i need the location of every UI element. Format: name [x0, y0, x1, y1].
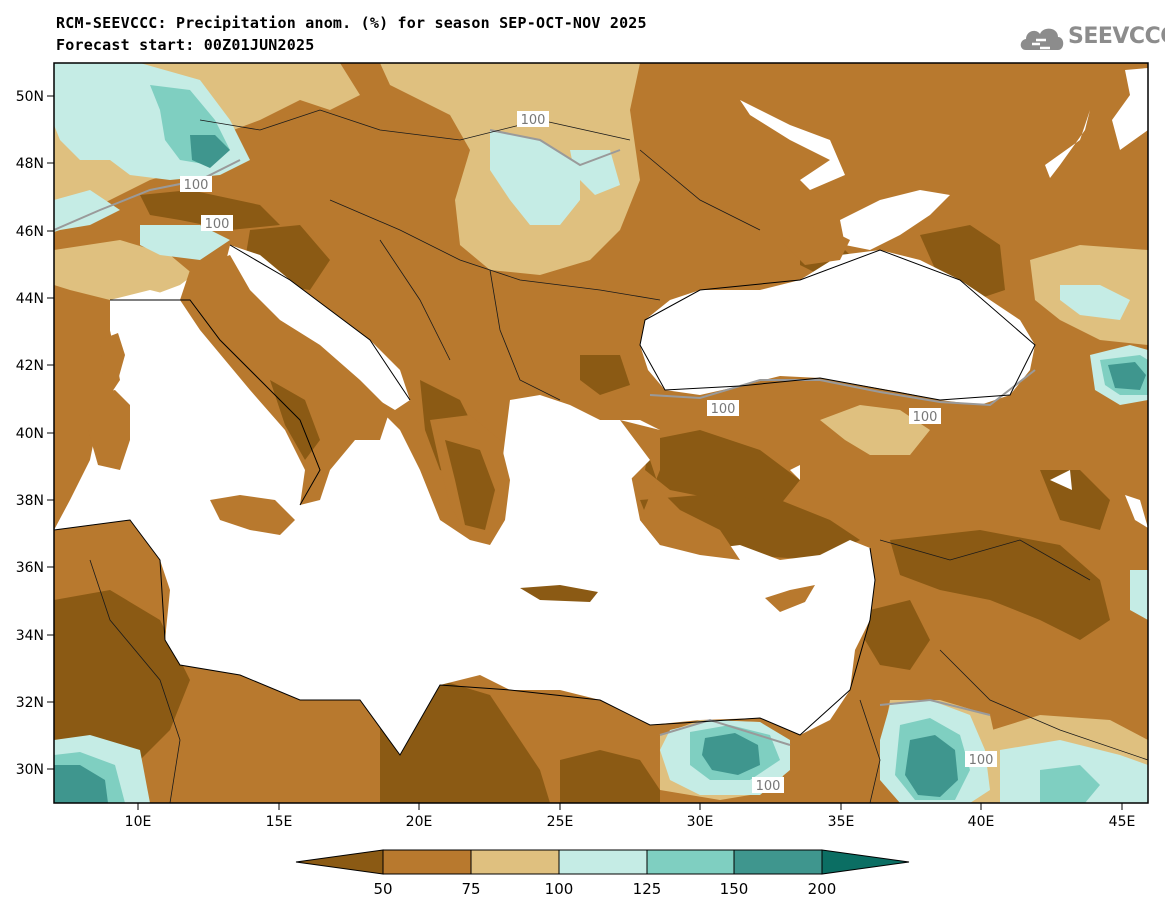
lon-tick: 40E [968, 814, 995, 830]
contour-label: 100 [711, 402, 736, 417]
colorbar-labels: 50 75 100 125 150 200 [373, 880, 836, 898]
anatolia-west [620, 420, 740, 560]
longitude-axis [137, 803, 1123, 810]
lon-tick: 25E [547, 814, 574, 830]
colorbar-label: 200 [808, 880, 837, 898]
sicily [210, 495, 295, 535]
longitude-labels: 10E 15E 20E 25E 30E 35E 40E 45E [125, 814, 1136, 830]
lon-tick: 20E [406, 814, 433, 830]
contour-label: 100 [913, 410, 938, 425]
lat-tick: 34N [16, 628, 44, 644]
contour-label: 100 [184, 178, 209, 193]
lat-tick: 30N [16, 762, 44, 778]
lat-tick: 50N [16, 89, 44, 105]
colorbar-swatch [821, 849, 910, 875]
contour-label: 100 [969, 753, 994, 768]
lon-tick: 15E [266, 814, 293, 830]
lon-tick: 30E [687, 814, 714, 830]
colorbar-label: 125 [633, 880, 662, 898]
colorbar-label: 75 [461, 880, 480, 898]
greece-dark [445, 440, 495, 530]
tyrrhenian-sea [110, 290, 320, 525]
cyprus [765, 585, 815, 612]
lat-tick: 42N [16, 358, 44, 374]
contour-label: 100 [521, 113, 546, 128]
contour-100-lines [54, 129, 1036, 746]
islands [88, 225, 850, 612]
lat-tick: 48N [16, 156, 44, 172]
lon-tick: 45E [1109, 814, 1136, 830]
country-borders [89, 109, 1149, 804]
forecast-start-label: Forecast start: 00Z01JUN2025 [56, 36, 315, 54]
contour-label: 100 [756, 779, 781, 794]
colorbar-swatch [558, 849, 648, 875]
contour-labels: 100 100 100 100 100 100 100 [180, 111, 997, 794]
latitude-axis [47, 95, 54, 770]
adriatic-sea [225, 245, 410, 410]
seevccc-logo: SEEVCCC [1018, 22, 1165, 56]
latitude-labels: 50N 48N 46N 44N 42N 40N 38N 36N 34N 32N … [16, 89, 44, 778]
colorbar-label: 150 [720, 880, 749, 898]
lat-tick: 46N [16, 224, 44, 240]
caspian-sea [1112, 68, 1148, 150]
missing-data-patches [740, 100, 1148, 528]
colorbar-label: 100 [545, 880, 574, 898]
coastlines [53, 244, 1036, 756]
lat-tick: 32N [16, 695, 44, 711]
colorbar-swatch [295, 849, 384, 875]
corsica [100, 333, 125, 380]
field-150-200 [54, 135, 1146, 803]
colorbar-swatch [646, 849, 735, 875]
aegean-sea [500, 395, 660, 545]
lon-tick: 10E [125, 814, 152, 830]
crete [520, 585, 598, 602]
lat-tick: 44N [16, 291, 44, 307]
sardinia [88, 390, 130, 470]
colorbar-label: 50 [373, 880, 392, 898]
black-sea [640, 250, 1035, 405]
contour-label: 100 [205, 217, 230, 232]
map-field [54, 63, 1148, 803]
logo-text: SEEVCCC [1068, 24, 1165, 49]
crimea [780, 225, 850, 265]
sea-of-azov [840, 190, 950, 250]
italy-peninsula [180, 255, 390, 505]
lat-tick: 36N [16, 560, 44, 576]
colorbar [295, 849, 910, 875]
cloud-icon [1020, 28, 1064, 50]
map-title: RCM-SEEVCCC: Precipitation anom. (%) for… [56, 14, 647, 32]
colorbar-swatch [733, 849, 823, 875]
lat-tick: 38N [16, 493, 44, 509]
lat-tick: 40N [16, 426, 44, 442]
colorbar-swatch [382, 849, 472, 875]
lon-tick: 35E [828, 814, 855, 830]
colorbar-swatch [470, 849, 560, 875]
